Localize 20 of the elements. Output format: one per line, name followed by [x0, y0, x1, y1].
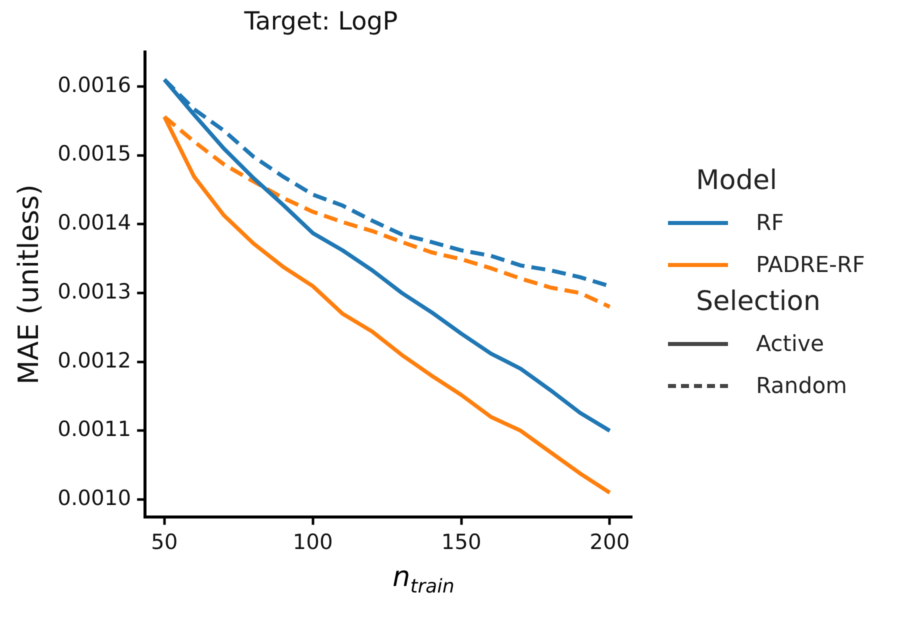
x-axis-title: n$_{train}$: [392, 560, 456, 598]
y-tick-label: 0.0012: [58, 348, 132, 372]
y-tick-label: 0.0011: [58, 417, 132, 442]
chart-title: Target: LogP: [243, 6, 398, 36]
x-tick-label: 50: [151, 530, 178, 554]
y-axis-title: MAE (unitless): [12, 184, 46, 384]
y-tick-label: 0.0013: [58, 279, 132, 304]
legend-title: Model: [696, 165, 778, 196]
y-tick-label: 0.0010: [58, 486, 132, 510]
y-tick-label: 0.0015: [58, 142, 132, 166]
text: Random: [756, 374, 848, 398]
x-tick-label: 200: [590, 530, 630, 554]
x-tick-label: 150: [441, 530, 482, 554]
text: Selection: [696, 286, 822, 317]
y-tick-label: 0.0016: [58, 72, 132, 97]
legend-label: PADRE-RF: [756, 252, 865, 278]
y-tick-label: 0.0014: [58, 210, 132, 235]
legend-label: RF: [756, 210, 784, 236]
text: Active: [756, 332, 824, 356]
x-tick-label: 100: [292, 530, 333, 554]
